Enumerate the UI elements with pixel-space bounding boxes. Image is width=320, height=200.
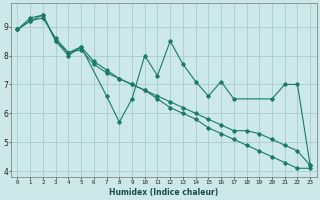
- X-axis label: Humidex (Indice chaleur): Humidex (Indice chaleur): [109, 188, 219, 197]
